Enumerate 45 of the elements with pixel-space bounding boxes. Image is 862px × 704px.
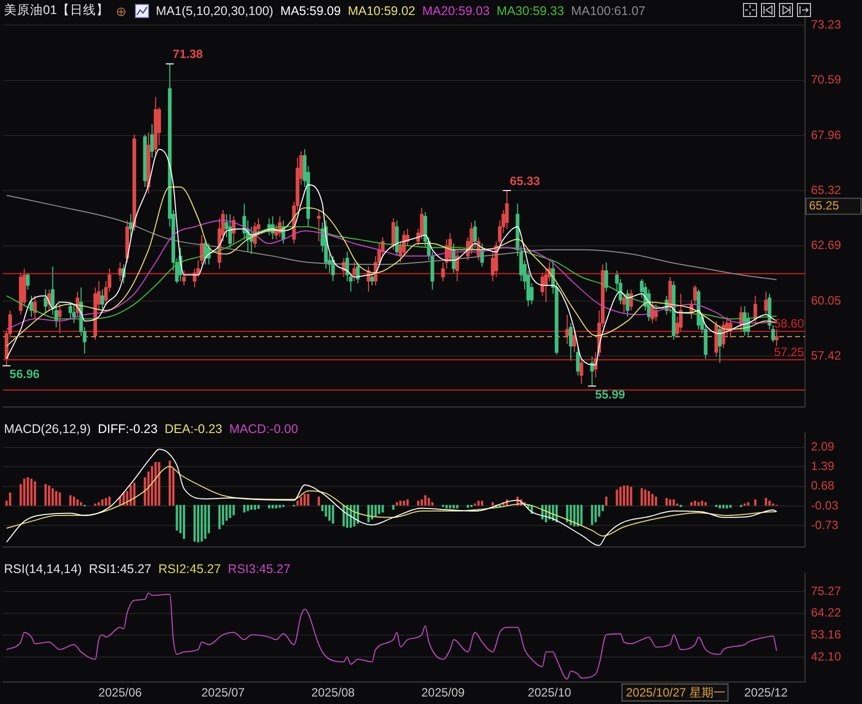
- x-tick-label: 2025/12: [744, 686, 788, 700]
- text: MA20:59.03: [422, 4, 490, 18]
- y-tick-label: 60.05: [811, 293, 842, 308]
- text: RSI3:45.27: [228, 562, 290, 576]
- annotation: 71.38: [172, 47, 204, 62]
- text: 65.25: [809, 198, 840, 213]
- y-tick-label: 53.16: [811, 628, 842, 642]
- x-tick-label: 2025/06: [98, 686, 142, 700]
- annotation: 56.96: [10, 367, 40, 382]
- x-tick-label: 2025/09: [421, 686, 466, 700]
- y-tick-label: 42.10: [811, 649, 842, 664]
- legend-title: MA1(5,10,20,30,100): [156, 4, 274, 18]
- chart-title: MACD(26,12,9): [4, 422, 91, 436]
- text: DEA:-0.23: [164, 422, 222, 436]
- y-tick-label: 0.68: [811, 478, 835, 493]
- y-tick-label: -0.03: [811, 498, 839, 512]
- annotation: RSI1:45.27: [88, 562, 152, 576]
- x-tick-label: 2025/10: [528, 686, 572, 700]
- ref-line-label: 57.25: [774, 345, 804, 360]
- annotation: MACD:-0.00: [229, 422, 298, 436]
- y-tick-label: 57.42: [811, 348, 842, 362]
- text: MA30:59.33: [496, 4, 564, 18]
- annotation: RSI2:45.27: [158, 562, 221, 576]
- chart-title: RSI(14,14,14): [4, 562, 82, 576]
- series-label: DIFF:-0.23: [98, 422, 158, 436]
- x-tick-label: 2025/07: [201, 686, 246, 700]
- text: MA5:59.09: [280, 4, 341, 18]
- annotation: 65.33: [510, 174, 540, 188]
- annotation: 55.99: [595, 387, 626, 402]
- y-tick-label: 73.23: [811, 17, 842, 32]
- text: MA100:61.07: [571, 4, 646, 18]
- x-tick-label: 2025/08: [311, 686, 356, 700]
- y-tick-label: 2.09: [811, 440, 835, 454]
- y-tick-label: 64.22: [811, 606, 842, 620]
- y-tick-label: -0.73: [811, 518, 839, 532]
- y-tick-label: 75.27: [811, 584, 842, 598]
- y-tick-label: 62.69: [811, 238, 842, 252]
- text: 2025/10/27 星期一: [626, 685, 726, 700]
- ref-line-label: 58.60: [774, 316, 804, 331]
- y-tick-label: 70.59: [811, 72, 842, 87]
- text: MA10:59.02: [348, 4, 416, 18]
- y-tick-label: 65.32: [811, 183, 842, 198]
- y-tick-label: 1.39: [811, 459, 835, 474]
- y-tick-label: 67.96: [811, 128, 842, 142]
- chart-title: 美原油01【日线】: [4, 2, 109, 19]
